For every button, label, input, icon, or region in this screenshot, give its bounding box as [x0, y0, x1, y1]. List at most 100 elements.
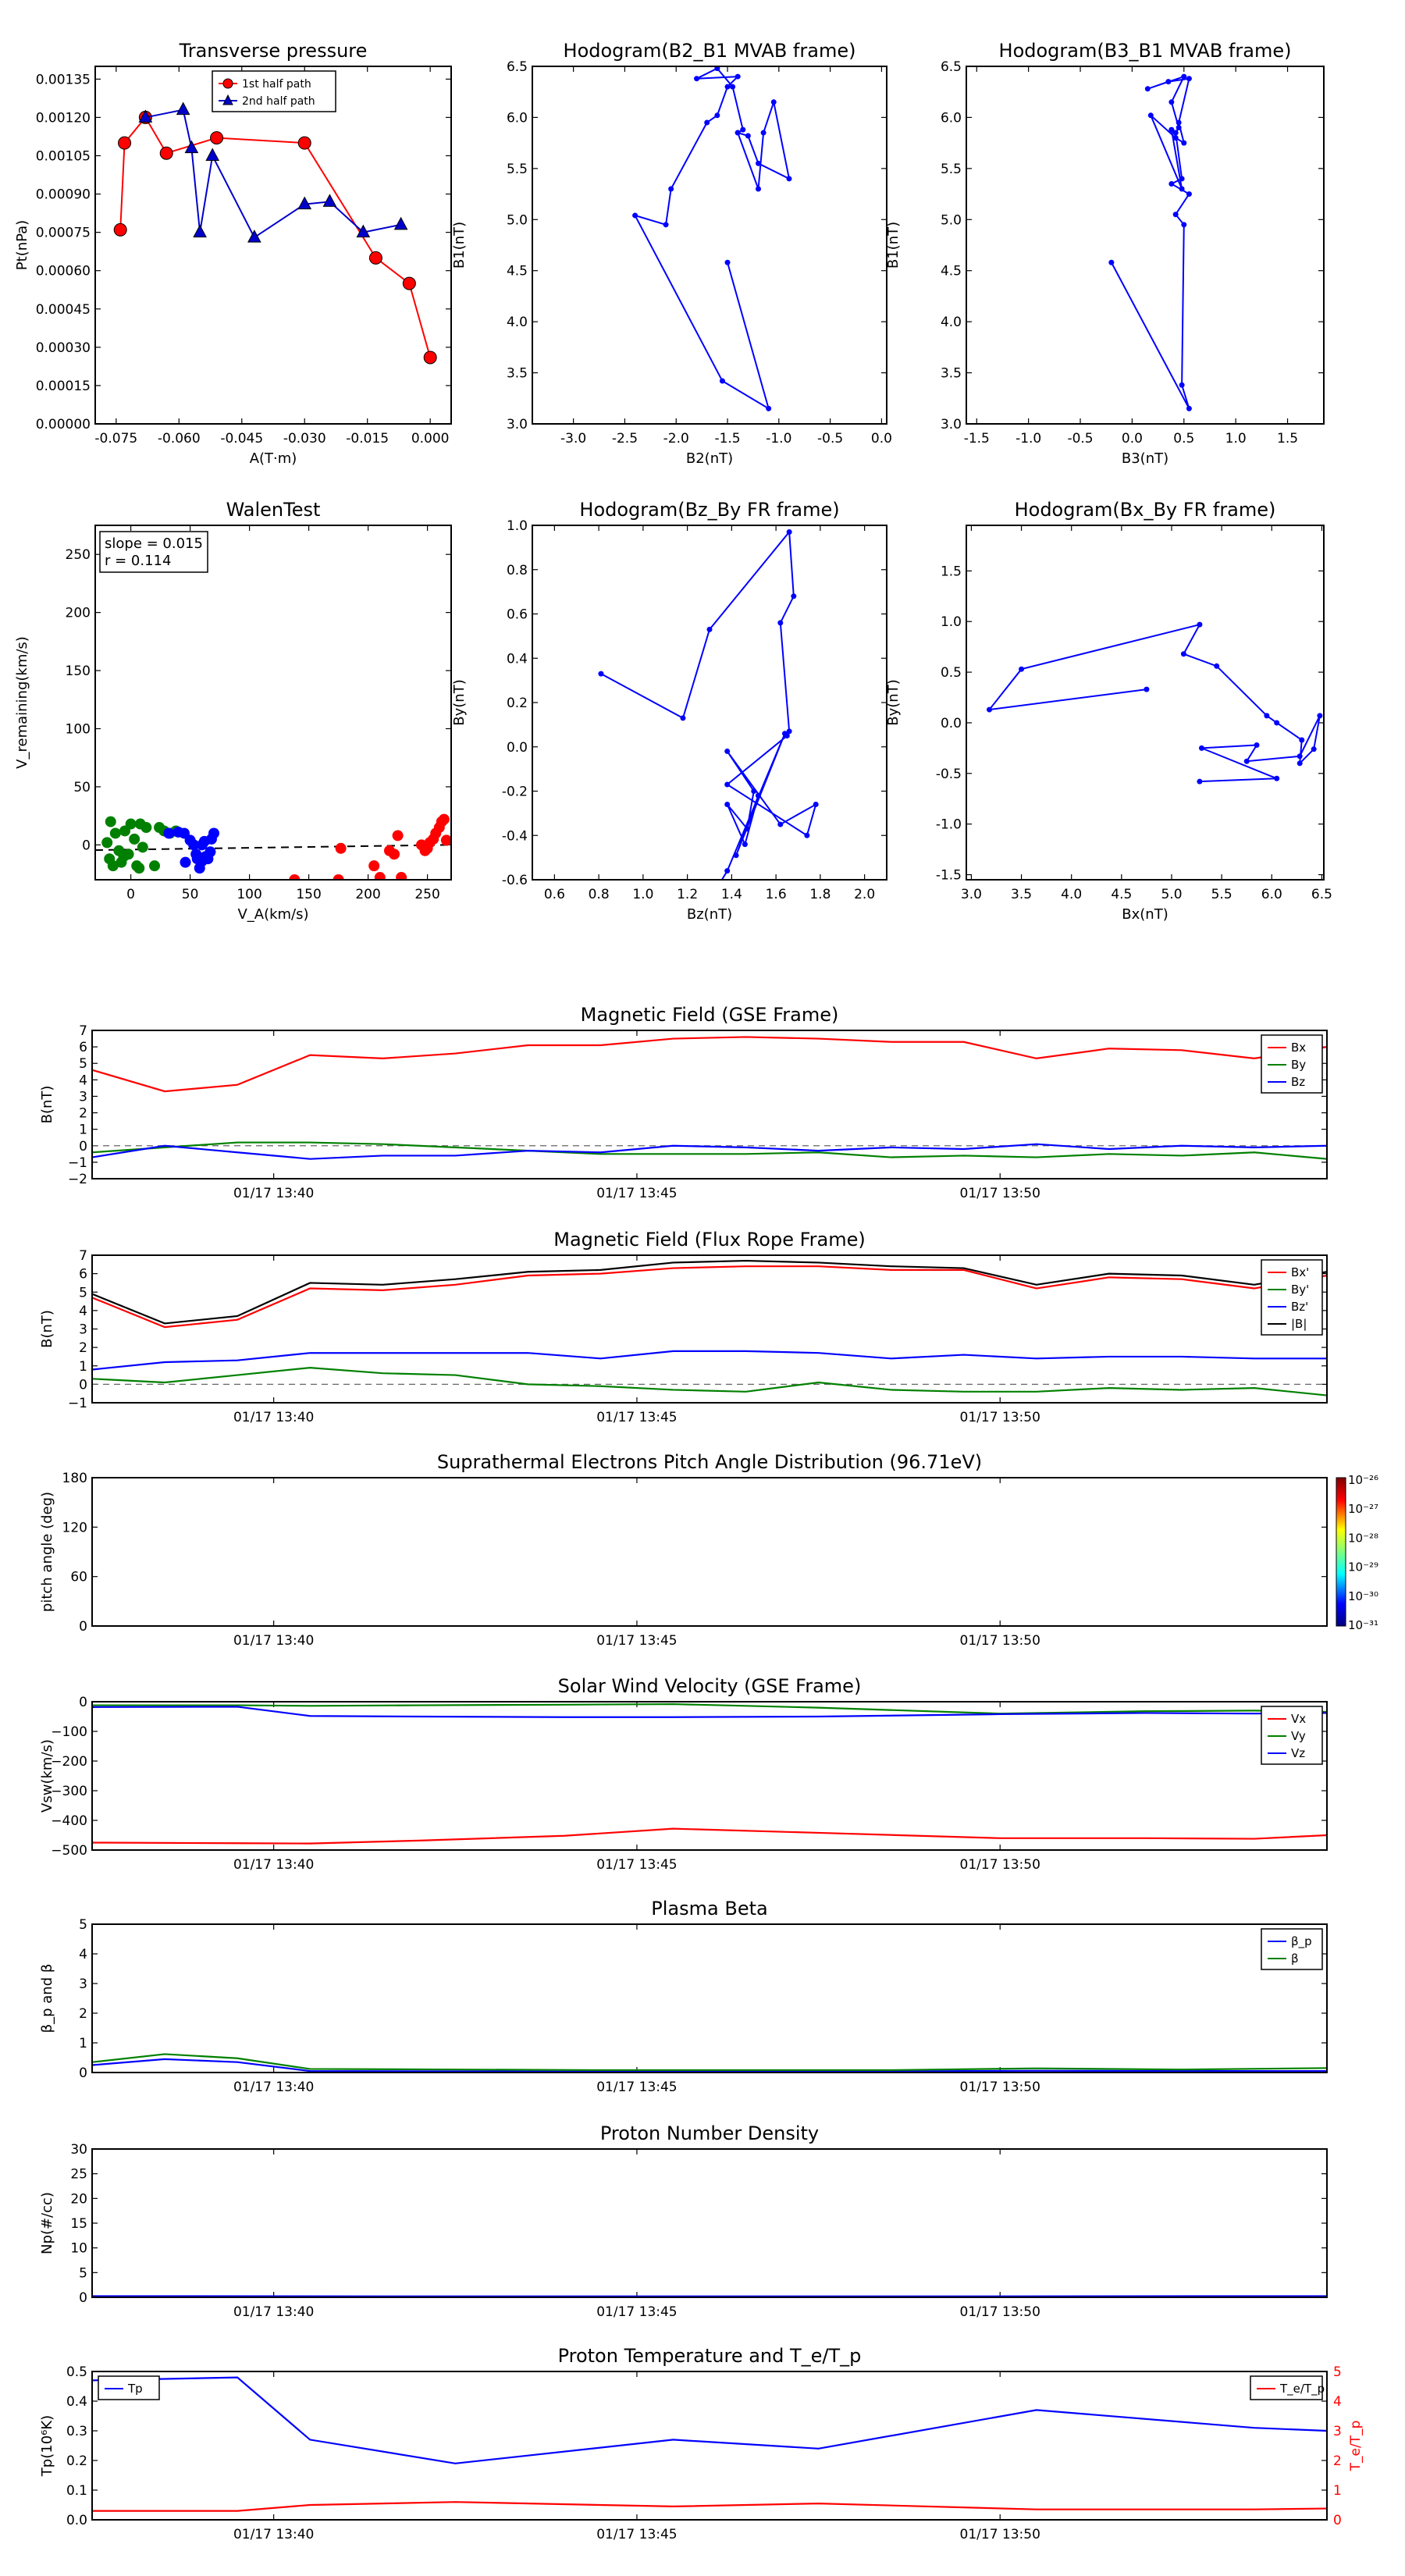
panel-pt: Transverse pressure 0.00000 0.00015 0.00030… [14, 40, 452, 467]
legend-label: β_p [1291, 1934, 1312, 1949]
y-tick-label: 25 [70, 2167, 87, 2183]
y-tick-label: 0 [79, 2065, 87, 2081]
data-point [714, 66, 720, 72]
x-tick-label: 5.5 [1211, 887, 1232, 902]
data-point [1299, 737, 1305, 743]
x-tick-label: 150 [296, 887, 321, 902]
data-point [1168, 126, 1175, 133]
y-tick-label: 10 [70, 2241, 87, 2257]
y-tick-label: 5 [79, 1056, 87, 1072]
series-line-0 [92, 1265, 1327, 1329]
y-tick-label: 4.0 [507, 315, 528, 330]
data-point [1108, 259, 1115, 265]
data-point [1254, 742, 1260, 748]
legend-label: 1st half path [242, 78, 311, 91]
data-point [191, 853, 203, 865]
chart-title: Hodogram(Bx_By FR frame) [1015, 499, 1276, 521]
y-tick-label: 1.0 [941, 614, 962, 630]
data-point [1144, 686, 1150, 692]
x-tick-label: 4.0 [1061, 887, 1082, 902]
data-point [149, 860, 160, 872]
y-tick-label: 0.0 [66, 2513, 87, 2528]
y-tick-label: 6.0 [941, 110, 962, 126]
data-point [1019, 666, 1025, 672]
x-axis-label: A(T·m) [250, 450, 297, 467]
data-point [1243, 758, 1250, 764]
x-tick-label: 01/17 13:40 [233, 1857, 314, 1873]
data-point [180, 856, 191, 868]
data-point [724, 868, 731, 874]
x-tick-label: 0.6 [544, 887, 565, 902]
data-point [105, 816, 116, 827]
y-tick-label: 4.0 [941, 315, 962, 330]
series-line-2 [92, 1143, 1327, 1160]
y-tick-label: 200 [66, 606, 91, 621]
series-line-2 [92, 1706, 1327, 1718]
chart-title: Magnetic Field (Flux Rope Frame) [553, 1229, 865, 1251]
series-line-0 [987, 623, 1321, 783]
legend-label: β [1291, 1952, 1299, 1966]
plot-frame [91, 1701, 1328, 1851]
x-tick-label: -0.5 [817, 431, 843, 447]
data-point [724, 259, 731, 265]
data-point [1147, 112, 1154, 119]
y-tick-label: -0.6 [502, 873, 528, 888]
data-point [268, 884, 279, 895]
y-tick-label: 4.5 [941, 264, 962, 279]
x-tick-label: 01/17 13:40 [233, 2527, 314, 2542]
data-point [1179, 176, 1185, 182]
x-tick-label: 1.2 [677, 887, 698, 902]
x-tick-label: 01/17 13:45 [596, 1633, 677, 1649]
data-point [760, 130, 767, 136]
y-tick-label: -1.5 [936, 868, 962, 884]
data-point [389, 849, 400, 860]
data-point [396, 872, 407, 880]
y-axis-label: V_remaining(km/s) [14, 636, 30, 769]
plot-area [632, 66, 792, 411]
y-tick-label: −1 [68, 1155, 87, 1171]
data-point [438, 813, 450, 825]
y-axis-label: Pt(nPa) [14, 220, 30, 270]
data-point [756, 160, 762, 166]
x-tick-label: 01/17 13:50 [960, 1186, 1040, 1201]
series-line-0 [1110, 75, 1190, 409]
data-point [735, 73, 741, 80]
x-tick-label: -2.5 [612, 431, 638, 447]
y-tick-label: 1.0 [507, 518, 528, 534]
colorbar [1336, 1477, 1346, 1627]
y-tick-label: 6 [79, 1267, 87, 1283]
panel-h2: Hodogram(B3_B1 MVAB frame) 3.0 3.5 4.0 4.5 5.… [885, 40, 1325, 467]
y-tick-label: 3.0 [507, 417, 528, 432]
y-tick-label: 30 [70, 2142, 87, 2158]
chart-title: Transverse pressure [179, 40, 368, 62]
data-point [1168, 99, 1175, 105]
x-axis-label: B3(nT) [1122, 450, 1168, 467]
plot-frame [966, 525, 1325, 881]
data-point [176, 101, 190, 116]
y-tick-label: 0 [79, 1695, 87, 1710]
data-point [742, 841, 748, 848]
y-tick-label: 1 [79, 2036, 87, 2051]
series-line-1 [92, 2053, 1327, 2072]
data-point [113, 222, 127, 237]
y-axis-label: Tp(10⁶K) [39, 2415, 55, 2477]
data-point [423, 350, 437, 365]
data-point [333, 874, 344, 880]
plot-frame [94, 66, 452, 425]
data-point [109, 827, 121, 839]
x-tick-label: 1.5 [1277, 431, 1298, 447]
data-point [724, 84, 731, 90]
y-tick-label: 15 [70, 2216, 87, 2232]
x-tick-label: 01/17 13:50 [960, 2304, 1040, 2320]
data-point [1274, 720, 1280, 726]
y2-tick-label: 5 [1333, 2364, 1342, 2380]
data-point [159, 146, 173, 160]
y2-tick-label: 1 [1333, 2483, 1342, 2499]
data-point [1297, 753, 1303, 760]
data-point [786, 529, 792, 535]
y-tick-label: 6.5 [507, 59, 528, 75]
y-tick-label: 0.4 [66, 2394, 87, 2410]
data-point [1168, 180, 1175, 187]
y-axis-label: β_p and β [39, 1964, 55, 2033]
data-point [138, 109, 153, 123]
